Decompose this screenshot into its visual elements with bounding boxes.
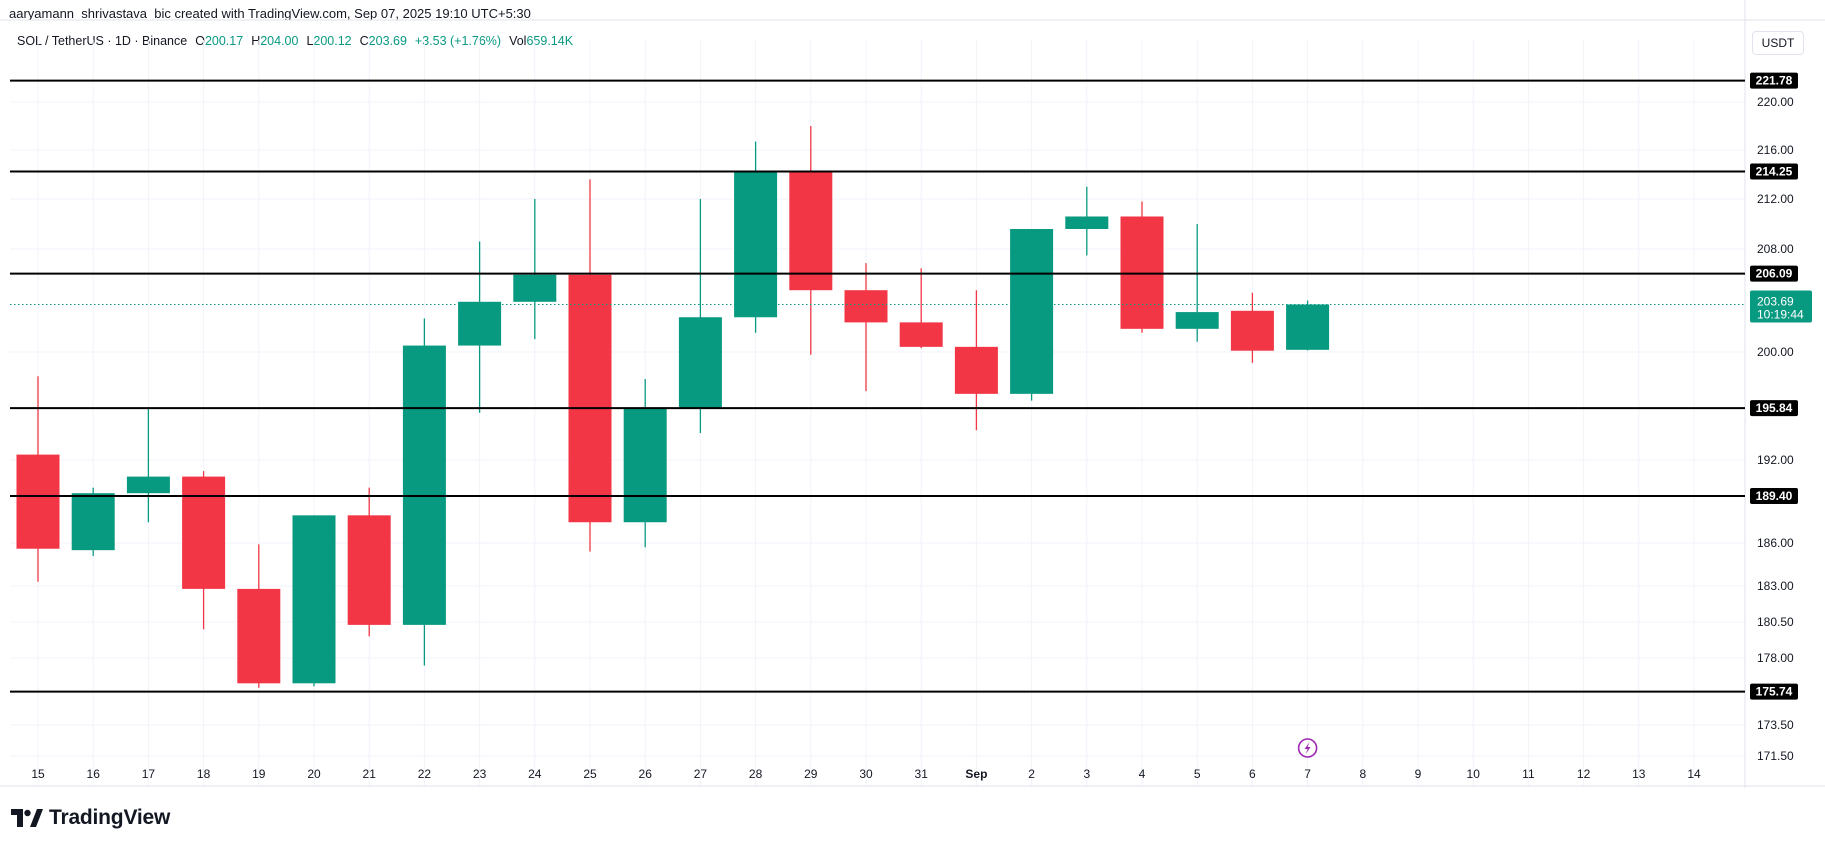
time-tick-label: 10 [1467, 767, 1481, 781]
price-tick-label: 171.50 [1757, 749, 1794, 763]
tradingview-brand: TradingView [11, 806, 170, 830]
time-tick-label: Sep [965, 767, 987, 781]
bar-countdown-label: 10:19:44 [1757, 307, 1804, 321]
legend-high-value: 204.00 [260, 34, 299, 48]
candle-body[interactable] [126, 476, 170, 494]
level-price-tag [1750, 163, 1798, 180]
price-tick-label: 212.00 [1757, 192, 1794, 206]
time-tick-label: 17 [142, 767, 156, 781]
time-tick-label: 22 [418, 767, 432, 781]
level-price-label: 189.40 [1756, 489, 1793, 503]
time-tick-label: 28 [749, 767, 763, 781]
candle-body[interactable] [1065, 216, 1109, 230]
level-price-tag [1750, 487, 1798, 504]
level-price-tag [1750, 400, 1798, 417]
price-tick-label: 216.00 [1757, 143, 1794, 157]
tradingview-logo-icon [11, 809, 43, 827]
candle-body[interactable] [623, 408, 667, 523]
candle-body[interactable] [71, 493, 115, 551]
candle-body[interactable] [678, 317, 722, 409]
time-tick-label: 15 [31, 767, 45, 781]
time-tick-label: 31 [915, 767, 929, 781]
candle-body[interactable] [1175, 312, 1219, 329]
time-tick-label: 14 [1687, 767, 1701, 781]
candle-body[interactable] [1010, 229, 1054, 394]
time-tick-label: 19 [252, 767, 266, 781]
time-tick-label: 20 [307, 767, 321, 781]
time-tick-label: 6 [1249, 767, 1256, 781]
time-tick-label: 27 [694, 767, 708, 781]
time-tick-label: 24 [528, 767, 542, 781]
level-price-label: 175.74 [1756, 685, 1793, 699]
candle-body[interactable] [954, 346, 998, 394]
time-tick-label: 16 [87, 767, 101, 781]
price-tick-label: 200.00 [1757, 345, 1794, 359]
time-tick-label: 12 [1577, 767, 1591, 781]
time-tick-label: 26 [639, 767, 653, 781]
candle-body[interactable] [347, 515, 391, 625]
time-tick-label: 8 [1359, 767, 1366, 781]
candle-body[interactable] [292, 515, 336, 684]
candle-body[interactable] [16, 454, 60, 549]
legend-low-label: L [306, 34, 314, 48]
price-tick-label: 208.00 [1757, 242, 1794, 256]
candle-body[interactable] [568, 274, 612, 523]
chart-attribution: aaryamann_shrivastava_bic created with T… [9, 6, 531, 21]
time-tick-label: 11 [1522, 767, 1535, 781]
price-tick-label: 186.00 [1757, 536, 1794, 550]
time-tick-label: 4 [1139, 767, 1146, 781]
time-tick-label: 30 [859, 767, 873, 781]
level-price-label: 206.09 [1756, 267, 1793, 281]
candle-body[interactable] [899, 322, 943, 347]
time-tick-label: 18 [197, 767, 211, 781]
legend-volume-value: 659.14K [526, 34, 574, 48]
price-tick-label: 183.00 [1757, 579, 1794, 593]
legend-symbol[interactable]: SOL / TetherUS · 1D · Binance [17, 34, 188, 48]
time-tick-label: 3 [1083, 767, 1090, 781]
price-tick-label: 180.50 [1757, 615, 1794, 629]
candle-body[interactable] [734, 170, 778, 318]
level-price-tag [1750, 683, 1798, 700]
level-price-label: 221.78 [1756, 74, 1793, 88]
candle-body[interactable] [237, 588, 281, 684]
legend-open-label: O [195, 34, 205, 48]
time-tick-label: 23 [473, 767, 487, 781]
legend-high-label: H [251, 34, 261, 48]
price-tick-label: 178.00 [1757, 651, 1794, 665]
candle-body[interactable] [844, 290, 888, 323]
legend-volume-label: Vol [509, 34, 527, 48]
price-tick-label: 173.50 [1757, 718, 1794, 732]
time-tick-label: 13 [1632, 767, 1646, 781]
candle-body[interactable] [1286, 304, 1330, 350]
candle-body[interactable] [458, 301, 502, 346]
currency-unit-button[interactable]: USDT [1752, 31, 1804, 55]
level-price-label: 195.84 [1756, 401, 1793, 415]
level-price-label: 214.25 [1756, 164, 1793, 178]
candle-body[interactable] [1230, 310, 1274, 351]
time-tick-label: 9 [1415, 767, 1422, 781]
price-tick-label: 192.00 [1757, 453, 1794, 467]
candle-body[interactable] [513, 274, 557, 302]
price-tick-label: 220.00 [1757, 95, 1794, 109]
level-price-tag [1750, 72, 1798, 89]
time-tick-label: 5 [1194, 767, 1201, 781]
last-price-tag [1750, 290, 1812, 323]
legend-low-value: 200.12 [313, 34, 352, 48]
time-tick-label: 2 [1028, 767, 1035, 781]
tradingview-wordmark: TradingView [49, 806, 171, 829]
candle-body[interactable] [789, 170, 833, 291]
time-tick-label: 7 [1304, 767, 1311, 781]
time-tick-label: 29 [804, 767, 818, 781]
candlestick-chart[interactable]: 220.00 216.00 212.00 208.00 200.00 192.00 186.… [0, 0, 1825, 800]
legend-close-label: C [359, 34, 369, 48]
legend-close-value: 203.69 [368, 34, 407, 48]
time-tick-label: 25 [583, 767, 597, 781]
time-tick-label: 21 [363, 767, 377, 781]
lightning-icon [1304, 742, 1311, 754]
last-price-label: 203.69 [1757, 294, 1794, 308]
candle-body[interactable] [402, 345, 446, 625]
candle-body[interactable] [182, 476, 226, 589]
level-price-tag [1750, 265, 1798, 282]
legend-open-value: 200.17 [204, 34, 244, 48]
